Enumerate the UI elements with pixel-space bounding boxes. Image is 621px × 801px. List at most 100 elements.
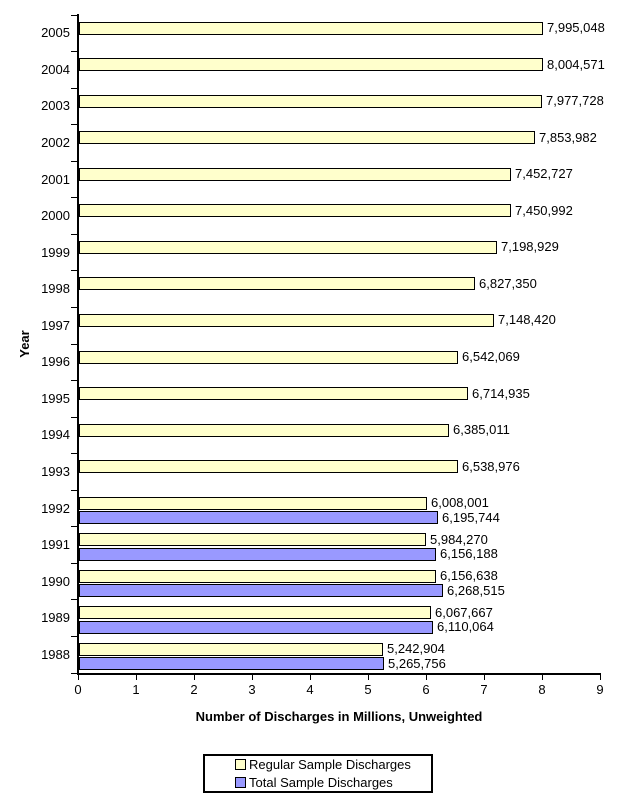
- y-axis-tick: [71, 306, 77, 308]
- x-tick-label: 3: [248, 682, 256, 697]
- value-label-regular-1997: 7,148,420: [498, 312, 556, 328]
- x-tick-label: 7: [480, 682, 488, 697]
- bar-regular-1989: [79, 606, 431, 620]
- bar-regular-1995: [79, 387, 468, 401]
- x-tick-label: 9: [596, 682, 604, 697]
- legend-swatch-regular-icon: [235, 759, 246, 770]
- x-tick-label: 2: [190, 682, 198, 697]
- bar-regular-1994: [79, 423, 449, 437]
- y-tick-label: 1996: [41, 354, 70, 370]
- y-tick-label: 1993: [41, 463, 70, 479]
- y-axis-tick: [71, 489, 77, 491]
- y-axis-tick: [71, 526, 77, 528]
- y-axis-tick: [71, 380, 77, 382]
- x-tick-label: 4: [306, 682, 314, 697]
- x-axis-title: Number of Discharges in Millions, Unweig…: [195, 709, 483, 724]
- bar-total-1988: [79, 657, 384, 671]
- y-tick-label: 1988: [41, 646, 70, 662]
- x-axis-tick: [252, 673, 253, 680]
- value-label-regular-1998: 6,827,350: [479, 275, 537, 291]
- bar-regular-2005: [79, 21, 543, 35]
- y-axis-tick: [71, 416, 77, 418]
- y-axis-tick: [71, 51, 77, 53]
- value-label-regular-2004: 8,004,571: [547, 56, 605, 72]
- bar-regular-2002: [79, 131, 535, 145]
- bar-regular-1997: [79, 313, 494, 327]
- y-tick-label: 1994: [41, 427, 70, 443]
- x-axis-tick: [136, 673, 137, 680]
- bar-regular-1988: [79, 642, 383, 656]
- bar-regular-1992: [79, 496, 427, 510]
- bar-regular-1993: [79, 460, 458, 474]
- x-axis-tick: [426, 673, 427, 680]
- y-axis-tick: [71, 635, 77, 637]
- x-axis-tick: [484, 673, 485, 680]
- y-axis-tick: [71, 453, 77, 455]
- x-tick-label: 8: [538, 682, 546, 697]
- y-tick-label: 2005: [41, 25, 70, 41]
- legend-item-regular-sample: Regular Sample Discharges: [235, 757, 431, 773]
- value-label-total-1989: 6,110,064: [437, 619, 494, 635]
- bar-regular-2000: [79, 204, 511, 218]
- x-tick-label: 5: [364, 682, 372, 697]
- y-axis-tick: [71, 124, 77, 126]
- x-axis-tick: [78, 673, 79, 680]
- value-label-regular-1995: 6,714,935: [472, 385, 530, 401]
- value-label-regular-1994: 6,385,011: [453, 422, 510, 438]
- bar-regular-1996: [79, 350, 458, 364]
- y-axis-tick: [71, 233, 77, 235]
- legend-label-regular: Regular Sample Discharges: [249, 756, 411, 772]
- y-tick-label: 1998: [41, 281, 70, 297]
- y-axis-tick: [71, 87, 77, 89]
- y-tick-label: 1991: [41, 537, 70, 553]
- bar-regular-2003: [79, 94, 542, 108]
- bar-regular-2001: [79, 167, 511, 181]
- value-label-regular-2002: 7,853,982: [539, 129, 597, 145]
- bar-regular-1999: [79, 240, 497, 254]
- y-axis-tick: [71, 14, 77, 16]
- y-tick-label: 1999: [41, 244, 70, 260]
- y-tick-label: 1997: [41, 317, 70, 333]
- value-label-regular-1992: 6,008,001: [431, 495, 489, 511]
- bar-total-1989: [79, 620, 433, 634]
- bar-total-1990: [79, 584, 443, 598]
- y-axis-tick: [71, 160, 77, 162]
- y-tick-label: 2001: [41, 171, 70, 187]
- y-tick-label: 2000: [41, 208, 70, 224]
- x-axis-tick: [368, 673, 369, 680]
- value-label-total-1988: 5,265,756: [388, 655, 446, 671]
- value-label-total-1992: 6,195,744: [442, 509, 500, 525]
- y-axis-tick: [71, 672, 77, 674]
- y-axis-tick: [71, 197, 77, 199]
- y-axis-line: [77, 14, 79, 675]
- x-axis-line: [77, 673, 601, 675]
- x-axis-tick: [310, 673, 311, 680]
- bar-regular-2004: [79, 58, 543, 72]
- legend-swatch-total-icon: [235, 777, 246, 788]
- value-label-regular-1990: 6,156,638: [440, 568, 498, 584]
- value-label-regular-1989: 6,067,667: [435, 604, 493, 620]
- value-label-regular-1993: 6,538,976: [462, 458, 520, 474]
- value-label-regular-2000: 7,450,992: [515, 202, 573, 218]
- x-axis-tick: [542, 673, 543, 680]
- y-axis-tick: [71, 343, 77, 345]
- x-tick-label: 6: [422, 682, 430, 697]
- value-label-regular-1996: 6,542,069: [462, 349, 520, 364]
- y-tick-label: 2003: [41, 98, 70, 114]
- y-tick-label: 1990: [41, 573, 70, 589]
- x-tick-label: 1: [132, 682, 140, 697]
- y-tick-label: 2002: [41, 134, 70, 150]
- x-axis-tick: [600, 673, 601, 680]
- value-label-regular-2001: 7,452,727: [515, 166, 573, 182]
- bar-regular-1998: [79, 277, 475, 291]
- y-axis-tick: [71, 599, 77, 601]
- y-tick-label: 1995: [41, 390, 70, 406]
- bar-regular-1991: [79, 533, 426, 547]
- value-label-regular-1988: 5,242,904: [387, 641, 445, 657]
- bar-regular-1990: [79, 569, 436, 583]
- value-label-total-1990: 6,268,515: [447, 582, 505, 598]
- legend: Regular Sample Discharges Total Sample D…: [203, 754, 433, 793]
- value-label-regular-2003: 7,977,728: [546, 93, 604, 109]
